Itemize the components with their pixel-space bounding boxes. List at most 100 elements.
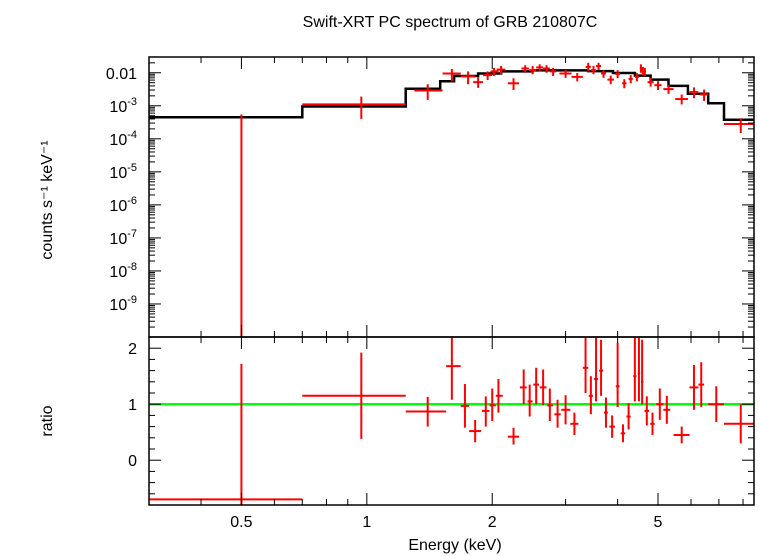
bottom-ticks-layer: 0.5 1 2 5 0 1 2	[128, 336, 754, 531]
ratio-point-2	[405, 396, 447, 427]
y-axis-label-bottom: ratio	[39, 405, 56, 436]
spectrum-point-6	[482, 71, 493, 81]
spectrum-point-3	[442, 68, 461, 82]
ratio-point-26	[626, 403, 631, 430]
ratio-point-0	[149, 363, 303, 505]
spectrum-point-13	[543, 65, 550, 73]
spectrum-point-24	[628, 75, 633, 84]
chart-title: Swift-XRT PC spectrum of GRB 210807C	[303, 14, 598, 31]
ratio-point-35	[689, 365, 699, 410]
y-tick-label-top-0: 0.01	[106, 66, 137, 83]
ratio-point-9	[507, 427, 520, 445]
ratio-point-16	[561, 395, 571, 425]
ratio-point-4	[460, 384, 470, 428]
y-tick-label-top-4: 10-6	[109, 195, 137, 215]
spectrum-point-1	[302, 96, 406, 119]
top-data-layer	[240, 62, 754, 337]
ratio-point-28	[637, 337, 641, 402]
spectrum-point-21	[607, 75, 614, 85]
ratio-point-22	[604, 397, 608, 428]
y-tick-label-bottom-0: 0	[128, 453, 137, 470]
ratio-point-1	[302, 352, 406, 439]
ratio-point-23	[609, 415, 615, 438]
ratio-point-13	[539, 369, 547, 406]
spectrum-point-5	[473, 77, 483, 88]
ratio-point-18	[582, 337, 589, 393]
ratio-point-25	[620, 424, 626, 443]
ratio-point-32	[656, 388, 664, 420]
ratio-point-10	[519, 369, 527, 405]
y-tick-label-top-7: 10-9	[109, 294, 137, 314]
x-tick-label-1: 1	[362, 514, 371, 531]
ratio-point-11	[527, 384, 533, 417]
ratio-point-17	[570, 412, 579, 435]
spectrum-point-17	[585, 62, 591, 72]
ratio-point-6	[481, 396, 490, 427]
spectrum-point-33	[689, 87, 699, 99]
y-tick-label-top-5: 10-7	[109, 228, 137, 248]
spectrum-point-32	[675, 94, 688, 105]
top-panel-frame	[148, 56, 755, 338]
ratio-point-30	[644, 396, 650, 426]
y-tick-label-top-2: 10-4	[109, 129, 137, 149]
y-tick-label-bottom-1: 1	[128, 397, 137, 414]
spectrum-point-23	[622, 79, 627, 89]
bottom-panel-frame	[148, 336, 755, 506]
spectrum-point-4	[460, 71, 476, 85]
ratio-point-37	[708, 386, 724, 423]
spectrum-point-31	[663, 84, 674, 94]
spectrum-point-28	[643, 67, 647, 76]
ratio-point-27	[633, 337, 637, 402]
spectrum-point-10	[521, 65, 529, 73]
bottom-data-layer	[149, 337, 754, 505]
spectrum-point-25	[634, 73, 639, 82]
y-tick-label-bottom-2: 2	[128, 341, 137, 358]
y-axis-label-top: counts s⁻¹ keV⁻¹	[39, 140, 56, 259]
ratio-point-12	[533, 367, 539, 405]
spectrum-point-30	[654, 81, 662, 91]
spectrum-point-9	[507, 78, 520, 91]
ratio-point-7	[489, 388, 496, 421]
ratio-point-31	[650, 412, 655, 435]
y-tick-label-top-1: 10-3	[109, 96, 137, 116]
spectrum-point-12	[536, 64, 544, 72]
ratio-point-33	[663, 395, 671, 424]
bottom-panel: 0.5 1 2 5 0 1 2	[128, 336, 755, 531]
ratio-point-34	[673, 426, 690, 444]
ratio-point-14	[547, 388, 554, 421]
y-tick-label-top-6: 10-8	[109, 261, 137, 281]
ratio-point-15	[554, 399, 561, 428]
ratio-point-24	[615, 342, 620, 407]
y-tick-label-top-3: 10-5	[109, 162, 137, 182]
x-tick-label-2: 2	[488, 514, 497, 531]
spectrum-point-34	[699, 89, 709, 101]
x-tick-label-0: 0.5	[230, 514, 252, 531]
ratio-point-36	[698, 362, 705, 407]
spectrum-point-7	[490, 67, 499, 76]
x-axis-label: Energy (keV)	[408, 537, 501, 554]
ratio-point-29	[640, 339, 644, 405]
spectrum-point-15	[559, 70, 572, 78]
spectrum-point-19	[596, 62, 602, 71]
spectrum-point-14	[549, 67, 557, 76]
spectrum-point-16	[571, 73, 583, 82]
spectrum-point-11	[528, 66, 537, 75]
top-ticks-layer: 0.01 10-3 10-4 10-5 10-6 10-7 10-8 10-9	[106, 56, 754, 338]
ratio-point-19	[588, 376, 593, 415]
spectrum-point-2	[414, 84, 443, 100]
spectrum-point-22	[615, 70, 620, 79]
ratio-point-3	[446, 337, 461, 400]
spectrum-point-29	[647, 77, 654, 87]
ratio-point-8	[495, 379, 503, 413]
spectrum-point-35	[723, 118, 754, 134]
spectrum-point-20	[601, 70, 606, 78]
spectrum-point-27	[641, 66, 644, 76]
top-panel: 0.01 10-3 10-4 10-5 10-6 10-7 10-8 10-9	[106, 56, 755, 338]
ratio-point-20	[593, 337, 599, 402]
spectrum-point-26	[639, 64, 643, 73]
ratio-point-38	[723, 404, 754, 444]
x-tick-label-3: 5	[654, 514, 663, 531]
spectrum-point-18	[590, 66, 597, 75]
ratio-point-21	[599, 339, 604, 396]
